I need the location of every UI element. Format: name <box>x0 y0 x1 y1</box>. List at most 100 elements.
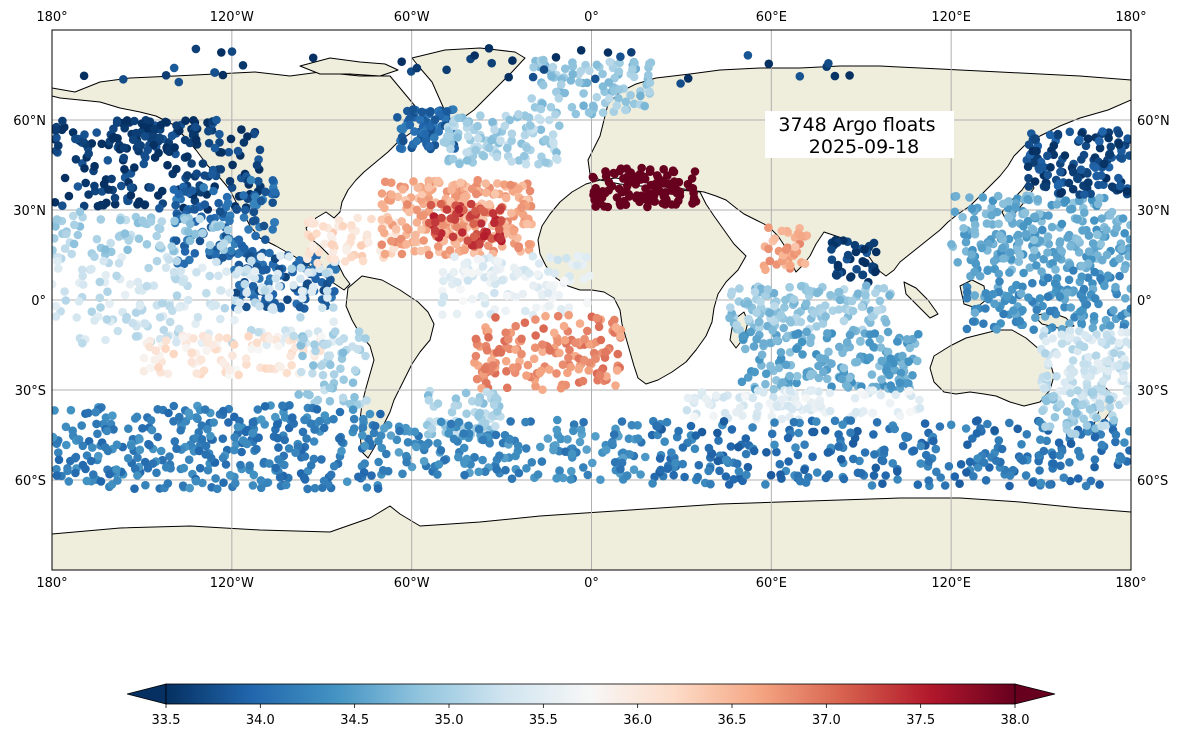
argo-float-point <box>520 318 530 328</box>
argo-float-point <box>808 427 817 437</box>
argo-float-point <box>472 189 481 199</box>
argo-float-point <box>981 289 991 298</box>
argo-float-point <box>53 256 62 266</box>
argo-float-point <box>979 319 988 329</box>
argo-float-point <box>824 347 833 357</box>
argo-float-point <box>1091 163 1100 172</box>
argo-float-point <box>52 432 58 442</box>
argo-float-point <box>430 133 439 142</box>
argo-float-point <box>568 69 577 79</box>
argo-float-point <box>377 240 387 249</box>
argo-float-point <box>99 256 108 266</box>
argo-float-point <box>1035 417 1044 427</box>
argo-float-point <box>999 254 1008 263</box>
argo-float-point <box>504 335 513 344</box>
argo-float-point <box>1065 127 1075 137</box>
argo-float-point <box>876 343 885 352</box>
argo-float-point <box>735 284 744 293</box>
argo-float-point <box>1015 316 1025 326</box>
argo-float-point <box>78 460 88 470</box>
argo-float-point <box>531 303 541 312</box>
argo-float-point <box>92 419 101 429</box>
argo-float-point <box>1029 325 1038 335</box>
argo-float-point <box>1117 311 1126 321</box>
argo-float-point <box>738 411 747 420</box>
argo-float-point <box>573 251 582 261</box>
lon-tick-label-bottom: 120°E <box>931 576 971 591</box>
argo-float-point <box>726 442 736 451</box>
argo-float-point <box>777 414 787 424</box>
argo-float-point <box>851 247 861 257</box>
argo-float-point <box>583 299 592 308</box>
argo-float-point <box>1043 359 1053 368</box>
argo-float-point <box>310 483 320 493</box>
argo-float-point <box>242 265 252 274</box>
argo-float-point <box>154 363 163 372</box>
argo-float-point <box>1097 337 1107 347</box>
argo-float-point <box>239 191 248 200</box>
lon-tick-label-bottom: 0° <box>584 576 599 591</box>
argo-float-point <box>80 130 89 139</box>
argo-float-point <box>592 92 602 102</box>
argo-float-point <box>883 347 893 357</box>
argo-float-point <box>185 219 195 229</box>
argo-float-point <box>991 456 1001 466</box>
argo-float-point <box>298 293 307 303</box>
argo-float-point <box>915 395 924 405</box>
argo-float-point <box>1067 204 1077 214</box>
argo-float-point <box>935 422 945 431</box>
argo-float-point <box>589 187 599 197</box>
argo-float-point <box>812 417 821 426</box>
argo-float-point <box>239 138 249 147</box>
argo-float-point <box>215 129 224 139</box>
argo-float-point <box>530 343 540 353</box>
argo-float-point <box>436 417 446 427</box>
argo-float-point <box>181 343 191 353</box>
argo-float-point <box>398 469 407 479</box>
title-line-2: 2025-09-18 <box>809 136 919 158</box>
argo-float-point <box>871 267 880 276</box>
argo-float-point <box>598 69 607 79</box>
argo-float-point <box>95 293 105 303</box>
argo-float-point <box>1080 331 1090 340</box>
argo-float-point <box>295 302 305 312</box>
argo-float-point <box>431 218 440 227</box>
argo-float-point <box>146 363 155 373</box>
argo-float-point <box>212 115 221 125</box>
argo-float-point <box>79 280 88 289</box>
argo-float-point <box>527 458 537 467</box>
argo-float-point <box>54 455 64 465</box>
argo-float-point <box>514 184 523 194</box>
argo-float-point <box>454 113 463 123</box>
argo-float-point <box>488 117 497 127</box>
argo-float-point <box>274 282 284 291</box>
argo-float-point <box>775 459 785 469</box>
argo-float-point <box>950 472 960 481</box>
argo-float-point <box>454 205 464 214</box>
lon-tick-label-top: 0° <box>584 10 599 25</box>
argo-float-point <box>157 217 167 226</box>
argo-float-point <box>350 392 359 402</box>
argo-float-point <box>114 258 124 268</box>
argo-float-point <box>608 437 617 447</box>
argo-float-point <box>147 425 157 435</box>
argo-float-point <box>881 318 891 327</box>
argo-float-point <box>893 337 902 346</box>
argo-float-point <box>58 201 67 210</box>
argo-float-point <box>442 107 452 116</box>
argo-float-point <box>1123 134 1131 143</box>
argo-float-point <box>456 178 465 187</box>
argo-float-point <box>560 335 570 345</box>
argo-float-point <box>601 347 610 357</box>
argo-float-point <box>507 474 517 484</box>
argo-float-point <box>107 174 116 184</box>
argo-float-point <box>1066 439 1076 449</box>
argo-float-point <box>869 430 878 439</box>
argo-float-point <box>339 375 349 385</box>
argo-float-point <box>1057 330 1066 340</box>
argo-float-point <box>67 249 76 259</box>
argo-float-point <box>549 328 559 338</box>
argo-float-point <box>823 329 832 338</box>
colorbar-tick-label: 35.0 <box>435 713 464 728</box>
argo-float-point <box>268 225 278 234</box>
